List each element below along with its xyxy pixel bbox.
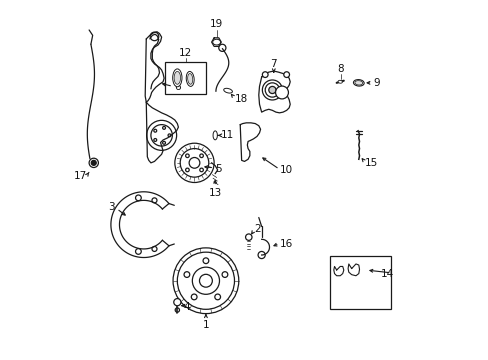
Text: 17: 17 bbox=[74, 171, 87, 181]
Ellipse shape bbox=[172, 69, 182, 87]
Text: 13: 13 bbox=[208, 188, 222, 198]
Ellipse shape bbox=[354, 81, 362, 85]
Circle shape bbox=[275, 86, 288, 99]
Text: 7: 7 bbox=[270, 59, 277, 68]
Circle shape bbox=[268, 86, 275, 94]
Circle shape bbox=[91, 160, 96, 165]
Text: 11: 11 bbox=[221, 130, 234, 140]
Ellipse shape bbox=[187, 73, 192, 84]
Ellipse shape bbox=[213, 131, 217, 140]
Text: 6: 6 bbox=[173, 82, 180, 92]
Text: 5: 5 bbox=[215, 163, 222, 174]
Text: 14: 14 bbox=[381, 269, 394, 279]
Ellipse shape bbox=[186, 71, 194, 86]
Text: 19: 19 bbox=[209, 19, 223, 29]
Ellipse shape bbox=[174, 71, 180, 84]
Text: 1: 1 bbox=[202, 320, 209, 330]
Text: 15: 15 bbox=[365, 158, 378, 168]
Bar bbox=[329, 256, 390, 309]
Circle shape bbox=[245, 234, 251, 240]
Ellipse shape bbox=[212, 39, 220, 45]
Text: 8: 8 bbox=[337, 64, 344, 73]
Text: 3: 3 bbox=[108, 202, 115, 212]
Text: 10: 10 bbox=[280, 165, 293, 175]
Ellipse shape bbox=[353, 80, 364, 86]
Circle shape bbox=[262, 72, 267, 77]
Ellipse shape bbox=[224, 88, 232, 93]
Bar bbox=[165, 62, 206, 94]
Text: 12: 12 bbox=[179, 48, 192, 58]
Circle shape bbox=[262, 80, 282, 100]
Circle shape bbox=[283, 72, 289, 77]
Text: 9: 9 bbox=[372, 78, 379, 88]
Circle shape bbox=[173, 298, 181, 306]
Text: 16: 16 bbox=[280, 239, 293, 249]
Text: 18: 18 bbox=[234, 94, 247, 104]
Text: 2: 2 bbox=[254, 224, 261, 234]
Ellipse shape bbox=[337, 80, 342, 83]
Text: 4: 4 bbox=[183, 302, 189, 312]
